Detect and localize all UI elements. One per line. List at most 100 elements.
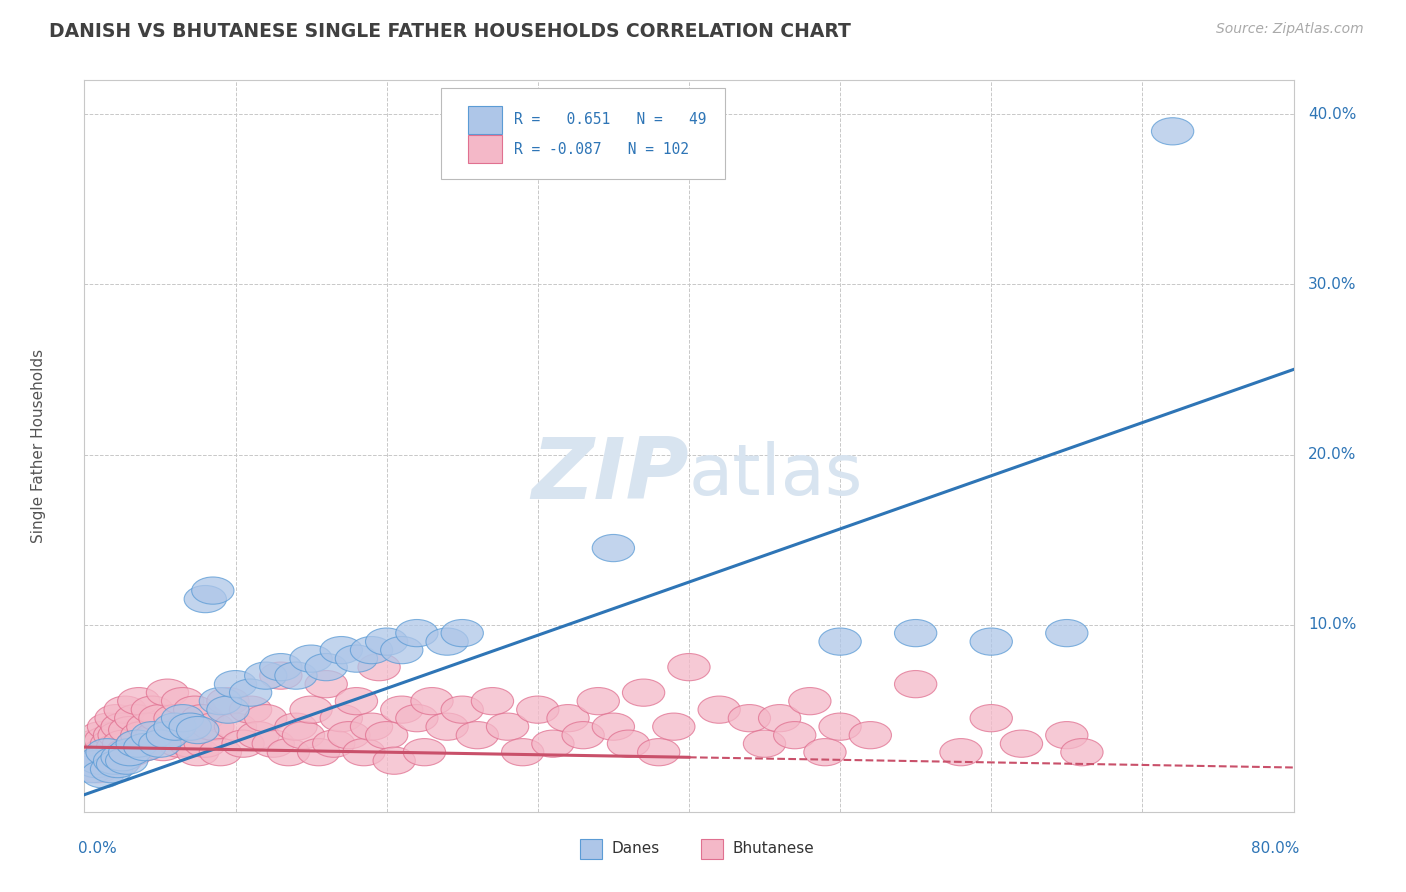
Ellipse shape bbox=[849, 722, 891, 748]
Ellipse shape bbox=[70, 756, 112, 783]
Ellipse shape bbox=[471, 688, 513, 714]
Ellipse shape bbox=[252, 730, 294, 757]
Ellipse shape bbox=[115, 705, 157, 731]
Ellipse shape bbox=[758, 705, 801, 731]
Ellipse shape bbox=[103, 730, 145, 757]
Ellipse shape bbox=[136, 722, 179, 748]
Ellipse shape bbox=[381, 696, 423, 723]
Ellipse shape bbox=[312, 730, 354, 757]
Text: Bhutanese: Bhutanese bbox=[733, 841, 814, 856]
Ellipse shape bbox=[486, 713, 529, 740]
Ellipse shape bbox=[637, 739, 681, 766]
Text: ZIP: ZIP bbox=[531, 434, 689, 516]
Ellipse shape bbox=[592, 534, 634, 562]
Ellipse shape bbox=[1060, 739, 1104, 766]
Ellipse shape bbox=[96, 705, 138, 731]
Ellipse shape bbox=[441, 620, 484, 647]
Ellipse shape bbox=[1152, 118, 1194, 145]
Ellipse shape bbox=[166, 713, 208, 740]
Ellipse shape bbox=[697, 696, 741, 723]
Ellipse shape bbox=[121, 722, 163, 748]
Ellipse shape bbox=[970, 628, 1012, 656]
Ellipse shape bbox=[350, 713, 392, 740]
Ellipse shape bbox=[562, 722, 605, 748]
Ellipse shape bbox=[274, 662, 318, 690]
Ellipse shape bbox=[169, 713, 211, 740]
Text: 20.0%: 20.0% bbox=[1308, 447, 1357, 462]
Ellipse shape bbox=[359, 654, 401, 681]
Ellipse shape bbox=[547, 705, 589, 731]
Ellipse shape bbox=[105, 739, 148, 766]
Ellipse shape bbox=[818, 713, 862, 740]
Ellipse shape bbox=[607, 730, 650, 757]
Ellipse shape bbox=[350, 637, 392, 664]
Ellipse shape bbox=[80, 722, 122, 748]
Ellipse shape bbox=[343, 739, 385, 766]
Ellipse shape bbox=[229, 696, 271, 723]
Ellipse shape bbox=[153, 705, 197, 731]
Text: Source: ZipAtlas.com: Source: ZipAtlas.com bbox=[1216, 22, 1364, 37]
Ellipse shape bbox=[76, 744, 118, 771]
Ellipse shape bbox=[73, 730, 117, 757]
Ellipse shape bbox=[146, 679, 188, 706]
Ellipse shape bbox=[668, 654, 710, 681]
Ellipse shape bbox=[150, 722, 193, 748]
Text: Danes: Danes bbox=[612, 841, 659, 856]
Ellipse shape bbox=[86, 739, 128, 766]
Ellipse shape bbox=[117, 730, 159, 757]
Ellipse shape bbox=[592, 713, 634, 740]
Ellipse shape bbox=[108, 739, 150, 766]
Ellipse shape bbox=[181, 705, 224, 731]
FancyBboxPatch shape bbox=[581, 838, 602, 858]
Ellipse shape bbox=[283, 722, 325, 748]
Ellipse shape bbox=[207, 696, 249, 723]
Ellipse shape bbox=[366, 722, 408, 748]
Ellipse shape bbox=[1046, 722, 1088, 748]
Ellipse shape bbox=[395, 620, 439, 647]
Ellipse shape bbox=[142, 733, 184, 761]
Ellipse shape bbox=[82, 761, 124, 788]
Ellipse shape bbox=[139, 730, 181, 757]
Ellipse shape bbox=[214, 713, 257, 740]
Ellipse shape bbox=[169, 730, 211, 757]
Ellipse shape bbox=[373, 747, 415, 774]
Ellipse shape bbox=[335, 688, 378, 714]
Ellipse shape bbox=[91, 744, 134, 771]
Text: 30.0%: 30.0% bbox=[1308, 277, 1357, 292]
Ellipse shape bbox=[98, 722, 141, 748]
Text: 80.0%: 80.0% bbox=[1251, 841, 1299, 856]
Ellipse shape bbox=[222, 730, 264, 757]
FancyBboxPatch shape bbox=[468, 106, 502, 134]
Ellipse shape bbox=[970, 705, 1012, 731]
Ellipse shape bbox=[153, 713, 197, 740]
FancyBboxPatch shape bbox=[468, 135, 502, 163]
Ellipse shape bbox=[260, 662, 302, 690]
Ellipse shape bbox=[191, 713, 233, 740]
Ellipse shape bbox=[162, 688, 204, 714]
Ellipse shape bbox=[177, 739, 219, 766]
Ellipse shape bbox=[818, 628, 862, 656]
Ellipse shape bbox=[108, 716, 150, 744]
Ellipse shape bbox=[200, 688, 242, 714]
Ellipse shape bbox=[728, 705, 770, 731]
Ellipse shape bbox=[426, 628, 468, 656]
Ellipse shape bbox=[70, 739, 112, 766]
Ellipse shape bbox=[744, 730, 786, 757]
Ellipse shape bbox=[623, 679, 665, 706]
Ellipse shape bbox=[335, 645, 378, 673]
Ellipse shape bbox=[117, 730, 159, 757]
Ellipse shape bbox=[652, 713, 695, 740]
Ellipse shape bbox=[93, 722, 136, 748]
Ellipse shape bbox=[146, 722, 188, 748]
Ellipse shape bbox=[101, 744, 143, 771]
Ellipse shape bbox=[894, 620, 936, 647]
Ellipse shape bbox=[127, 713, 169, 740]
Text: R =   0.651   N =   49: R = 0.651 N = 49 bbox=[513, 112, 706, 128]
Ellipse shape bbox=[516, 696, 560, 723]
Ellipse shape bbox=[267, 739, 309, 766]
Ellipse shape bbox=[67, 747, 110, 774]
Ellipse shape bbox=[77, 756, 120, 783]
Ellipse shape bbox=[79, 747, 121, 774]
Ellipse shape bbox=[89, 739, 131, 766]
Ellipse shape bbox=[124, 733, 166, 761]
